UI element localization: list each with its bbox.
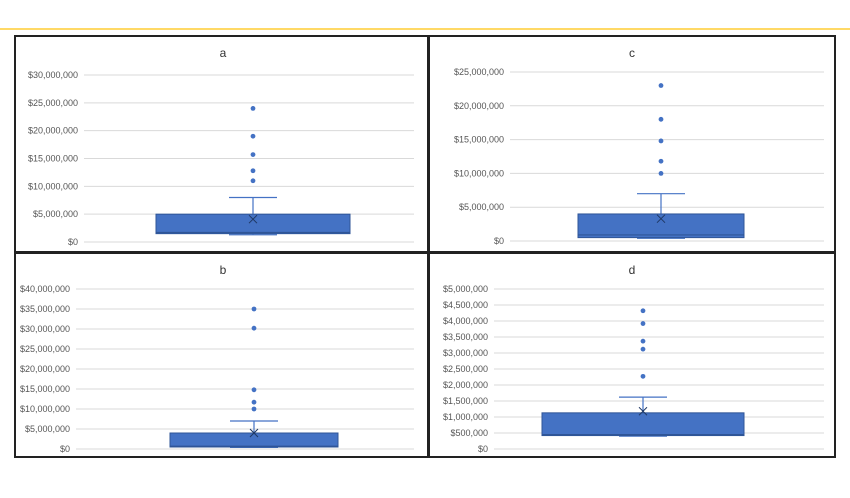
y-tick-label: $5,000,000 [25,424,70,434]
outlier-point [250,178,256,184]
outlier-point [640,338,646,344]
chart-title: a [220,46,227,60]
y-tick-label: $20,000,000 [20,364,70,374]
y-tick-label: $20,000,000 [28,126,78,136]
y-tick-label: $3,500,000 [443,332,488,342]
y-tick-label: $25,000,000 [454,67,504,77]
y-tick-label: $5,000,000 [33,209,78,219]
box-iqr [155,213,351,235]
outlier-point [250,106,256,111]
outlier-point [251,325,257,331]
y-tick-label: $15,000,000 [20,384,70,394]
chart-title: c [629,46,635,60]
y-tick-label: $0 [494,236,504,246]
y-tick-label: $2,000,000 [443,380,488,390]
box-iqr [541,412,745,437]
box-iqr [169,432,339,448]
y-tick-label: $35,000,000 [20,304,70,314]
outlier-point [640,308,646,314]
y-tick-label: $0 [60,444,70,454]
outlier-point [251,406,257,412]
outlier-point [640,321,646,326]
y-tick-label: $20,000,000 [454,101,504,111]
boxplot-d: d $0 $500,000 $1,000,000 $1,500,000 $2,000,0… [428,252,836,458]
boxplot-c: c $0 $5,000,000 $10,000,000 $15,000,000 $20,… [428,35,836,253]
box-iqr [577,213,745,239]
y-tick-label: $0 [478,444,488,454]
y-tick-label: $3,000,000 [443,348,488,358]
boxplot-a-svg: a $0 $5,000,000 $10,000,000 $15,000,000 $20,… [28,46,414,247]
boxplot-b-svg: b $0 $5,000,000 $10,000,000 $15,000,000 $20,… [20,263,414,454]
y-tick-label: $1,000,000 [443,412,488,422]
chart-title: b [220,263,227,277]
outlier-point [658,116,664,122]
y-tick-label: $40,000,000 [20,284,70,294]
y-tick-label: $4,000,000 [443,316,488,326]
y-tick-label: $30,000,000 [28,70,78,80]
y-tick-label: $25,000,000 [20,344,70,354]
boxplot-c-svg: c $0 $5,000,000 $10,000,000 $15,000,000 $20,… [454,46,824,246]
outlier-point [658,158,664,164]
boxplot-a: a $0 $5,000,000 $10,000,000 $15,000,000 $20,… [14,35,429,253]
y-tick-label: $2,500,000 [443,364,488,374]
outlier-point [250,168,256,174]
y-tick-label: $15,000,000 [454,135,504,145]
y-tick-label: $5,000,000 [443,284,488,294]
outlier-point [640,373,646,379]
y-tick-label: $4,500,000 [443,300,488,310]
boxplot-b: b $0 $5,000,000 $10,000,000 $15,000,000 $20,… [14,252,429,458]
outlier-point [251,387,257,393]
y-tick-label: $30,000,000 [20,324,70,334]
mean-marker [248,214,258,224]
outlier-point [658,83,664,88]
mean-marker [249,428,259,438]
outlier-point [250,133,256,139]
y-tick-label: $0 [68,237,78,247]
y-tick-label: $15,000,000 [28,154,78,164]
mean-marker [656,214,666,224]
outlier-point [251,306,257,312]
y-tick-label: $500,000 [450,428,488,438]
outlier-point [251,399,257,405]
y-tick-label: $25,000,000 [28,98,78,108]
y-tick-label: $10,000,000 [28,181,78,191]
y-tick-label: $5,000,000 [459,202,504,212]
y-tick-label: $10,000,000 [20,404,70,414]
boxplot-d-svg: d $0 $500,000 $1,000,000 $1,500,000 $2,000,0… [443,263,824,454]
outlier-point [658,138,664,144]
outlier-point [250,152,256,158]
y-tick-label: $1,500,000 [443,396,488,406]
outlier-point [640,346,646,352]
chart-title: d [629,263,636,277]
outlier-point [658,171,664,176]
y-tick-label: $10,000,000 [454,168,504,178]
mean-marker [638,406,648,416]
